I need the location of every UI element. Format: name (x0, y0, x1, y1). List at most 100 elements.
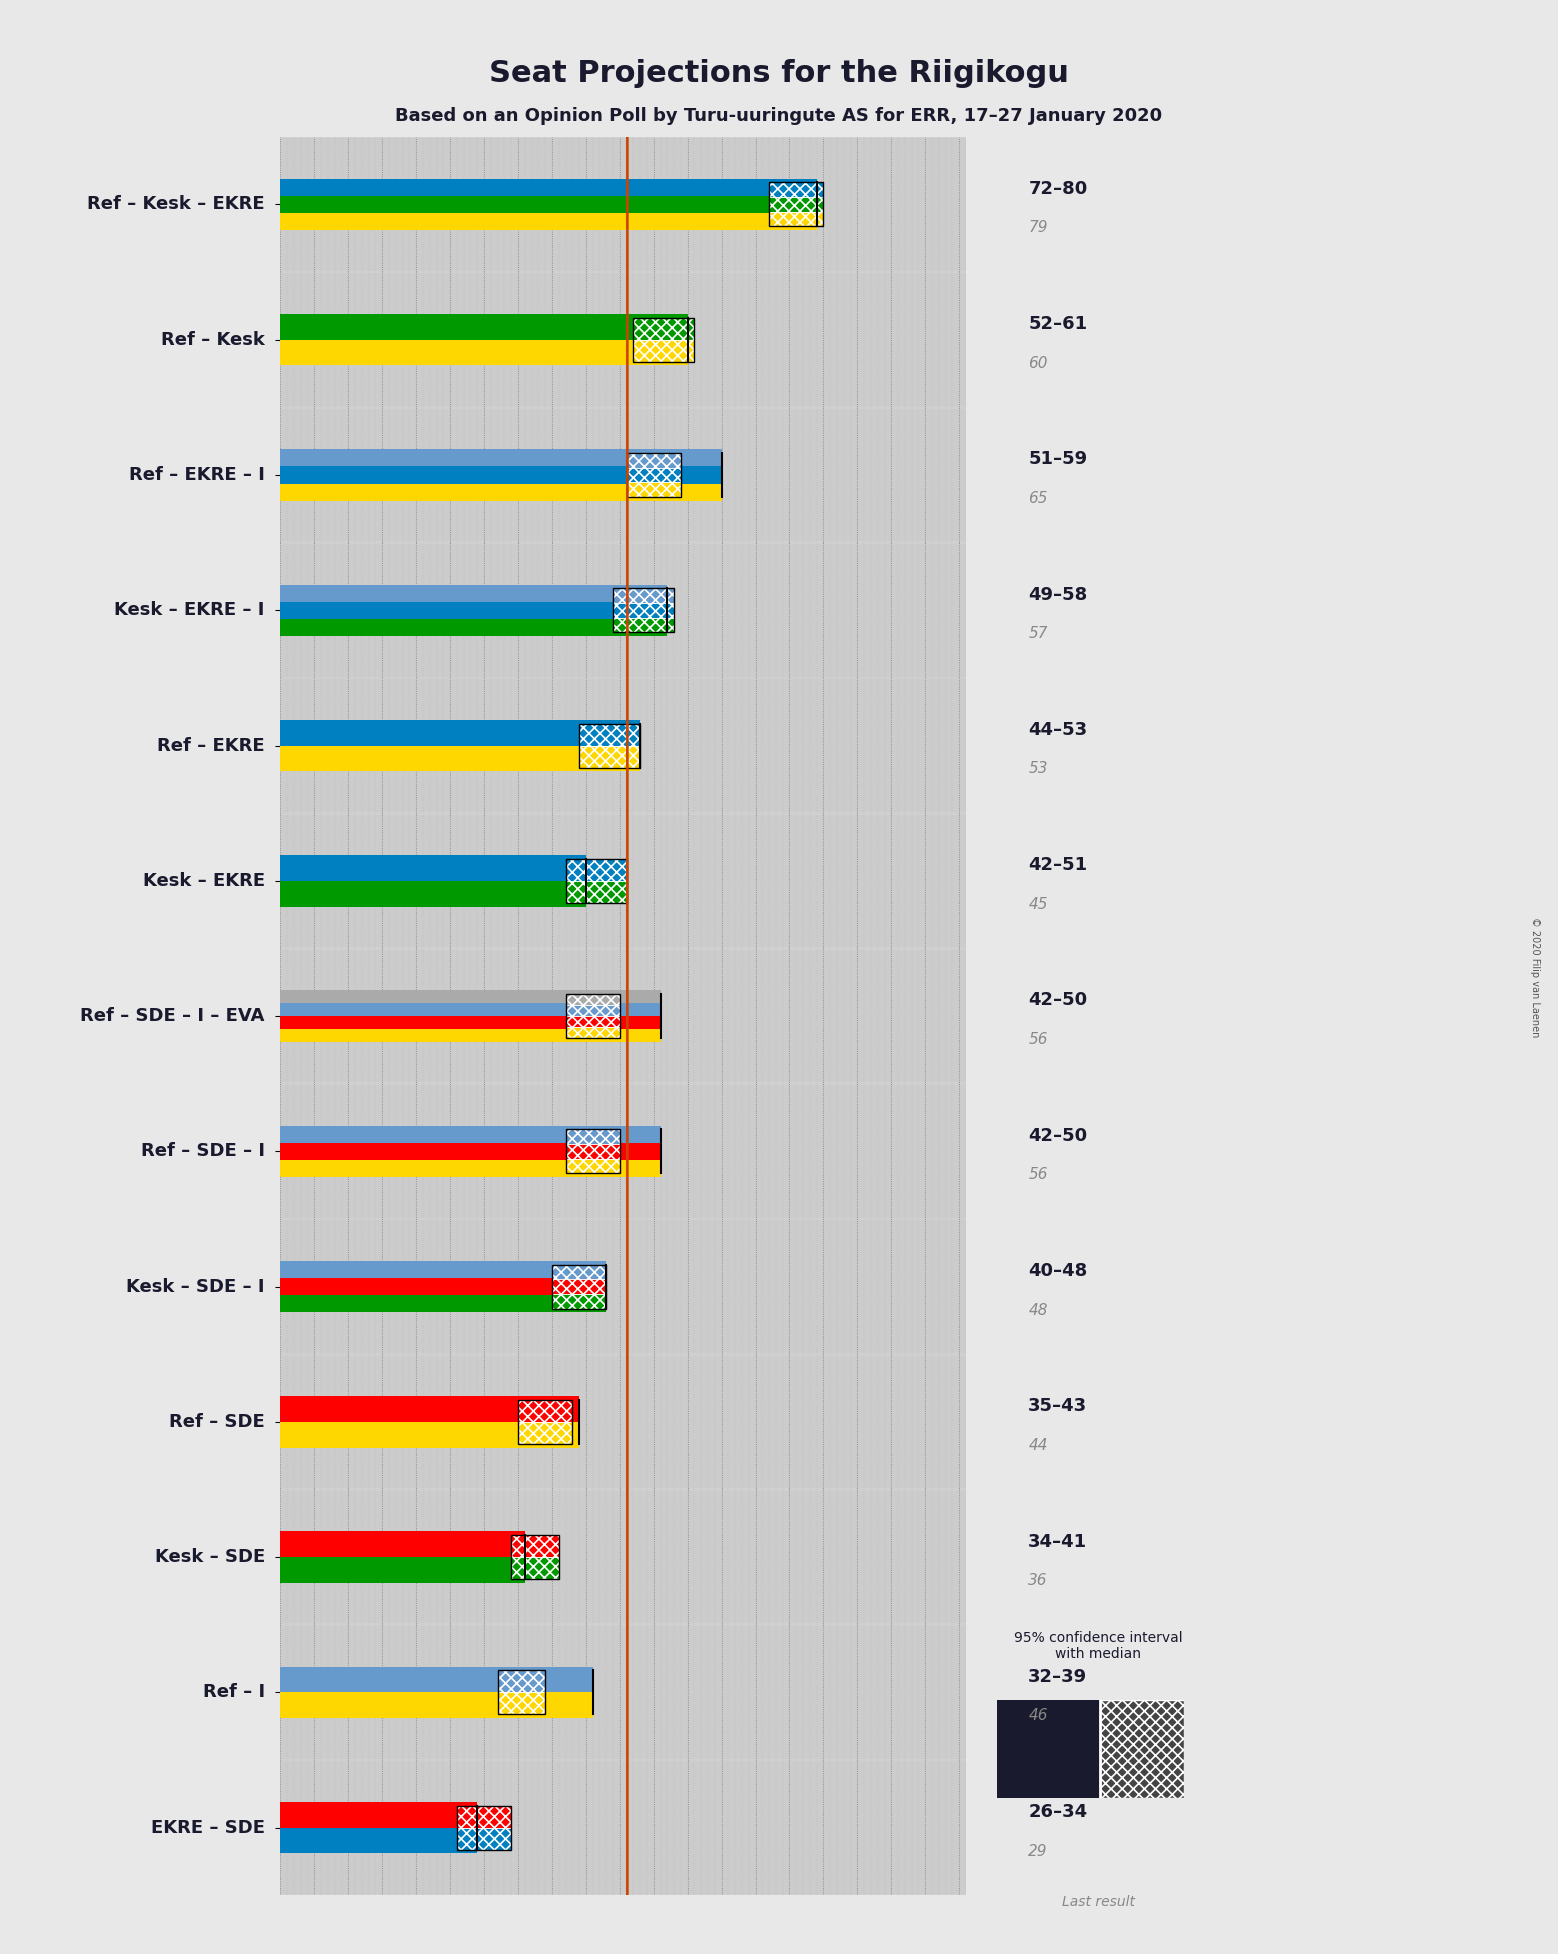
Text: Ref – Kesk – EKRE: Ref – Kesk – EKRE (87, 195, 265, 213)
Bar (634, 340, 695, 361)
Bar (612, 604, 675, 617)
Text: Ref – I: Ref – I (203, 1684, 265, 1702)
Bar (497, 1671, 545, 1714)
Bar (280, 881, 586, 907)
Bar (566, 860, 626, 881)
Text: 49–58: 49–58 (1028, 586, 1087, 604)
Bar (566, 1143, 620, 1159)
Bar (634, 319, 695, 340)
FancyBboxPatch shape (280, 1761, 966, 1895)
Bar (566, 1143, 620, 1159)
Bar (517, 1423, 572, 1444)
Bar (566, 1159, 620, 1172)
Bar (280, 1827, 477, 1854)
Bar (566, 1004, 620, 1016)
Bar (280, 1692, 592, 1718)
Text: 29: 29 (1028, 1845, 1049, 1858)
Bar (280, 719, 640, 746)
Bar (511, 1557, 559, 1579)
Bar (566, 881, 626, 903)
Text: 56: 56 (1028, 1167, 1049, 1182)
Bar (280, 139, 966, 272)
Bar (280, 1626, 966, 1759)
Bar (456, 1805, 511, 1827)
Text: 79: 79 (1028, 221, 1049, 234)
Bar (497, 1692, 545, 1714)
Text: Ref – SDE: Ref – SDE (170, 1413, 265, 1430)
Bar (566, 1028, 620, 1038)
Text: 65: 65 (1028, 490, 1049, 506)
Bar (566, 881, 626, 903)
FancyBboxPatch shape (280, 678, 966, 813)
Text: 72–80: 72–80 (1028, 180, 1087, 197)
Bar (511, 1536, 559, 1557)
Bar (280, 543, 966, 676)
Bar (552, 1280, 606, 1294)
Text: Last result: Last result (1063, 1895, 1134, 1909)
Bar (770, 182, 824, 197)
Bar (626, 467, 681, 483)
Bar (280, 1161, 661, 1176)
Bar (552, 1294, 606, 1309)
FancyBboxPatch shape (280, 137, 966, 272)
Bar (580, 746, 640, 768)
Text: 57: 57 (1028, 625, 1049, 641)
Bar (634, 319, 695, 340)
Text: Ref – SDE – I: Ref – SDE – I (140, 1143, 265, 1161)
Bar (280, 274, 966, 406)
Text: Ref – Kesk: Ref – Kesk (160, 330, 265, 348)
Bar (280, 1423, 580, 1448)
Bar (280, 1126, 661, 1143)
Bar (626, 483, 681, 496)
Bar (280, 213, 816, 231)
FancyBboxPatch shape (280, 1084, 966, 1219)
Bar (280, 991, 661, 1002)
Bar (280, 467, 721, 483)
Text: 45: 45 (1028, 897, 1049, 913)
Bar (280, 449, 721, 467)
Bar (626, 483, 681, 496)
Text: Kesk – EKRE – I: Kesk – EKRE – I (114, 602, 265, 619)
Bar (280, 1084, 966, 1217)
Bar (497, 1692, 545, 1714)
Bar (280, 1532, 525, 1557)
Bar (612, 604, 675, 617)
Bar (580, 723, 640, 746)
Bar (280, 1260, 606, 1278)
FancyBboxPatch shape (280, 1354, 966, 1489)
Bar (511, 1557, 559, 1579)
Bar (280, 602, 667, 619)
Bar (770, 211, 824, 227)
FancyBboxPatch shape (280, 1489, 966, 1626)
Bar (280, 680, 966, 811)
Text: 35–43: 35–43 (1028, 1397, 1087, 1415)
Bar (612, 588, 675, 604)
Bar (612, 588, 675, 633)
Bar (612, 617, 675, 633)
Bar (634, 319, 695, 361)
Text: 40–48: 40–48 (1028, 1262, 1087, 1280)
Bar (280, 746, 640, 772)
Text: 53: 53 (1028, 762, 1049, 776)
Text: 42–51: 42–51 (1028, 856, 1087, 873)
Bar (280, 584, 667, 602)
Bar (280, 1802, 477, 1827)
Bar (280, 408, 966, 541)
Bar (280, 1557, 525, 1583)
Text: Ref – SDE – I – EVA: Ref – SDE – I – EVA (81, 1006, 265, 1026)
Bar (552, 1294, 606, 1309)
Bar (1100, 1700, 1184, 1798)
Bar (566, 860, 626, 881)
Bar (280, 1356, 966, 1489)
Text: Kesk – SDE – I: Kesk – SDE – I (126, 1278, 265, 1296)
Bar (517, 1399, 572, 1423)
Bar (566, 1016, 620, 1028)
Bar (280, 483, 721, 500)
Text: 36: 36 (1028, 1573, 1049, 1589)
Bar (626, 467, 681, 483)
Bar (280, 1491, 966, 1624)
Text: 48: 48 (1028, 1303, 1049, 1317)
Bar (566, 1159, 620, 1172)
Bar (280, 1016, 661, 1030)
Text: © 2020 Filip van Laenen: © 2020 Filip van Laenen (1530, 916, 1539, 1038)
